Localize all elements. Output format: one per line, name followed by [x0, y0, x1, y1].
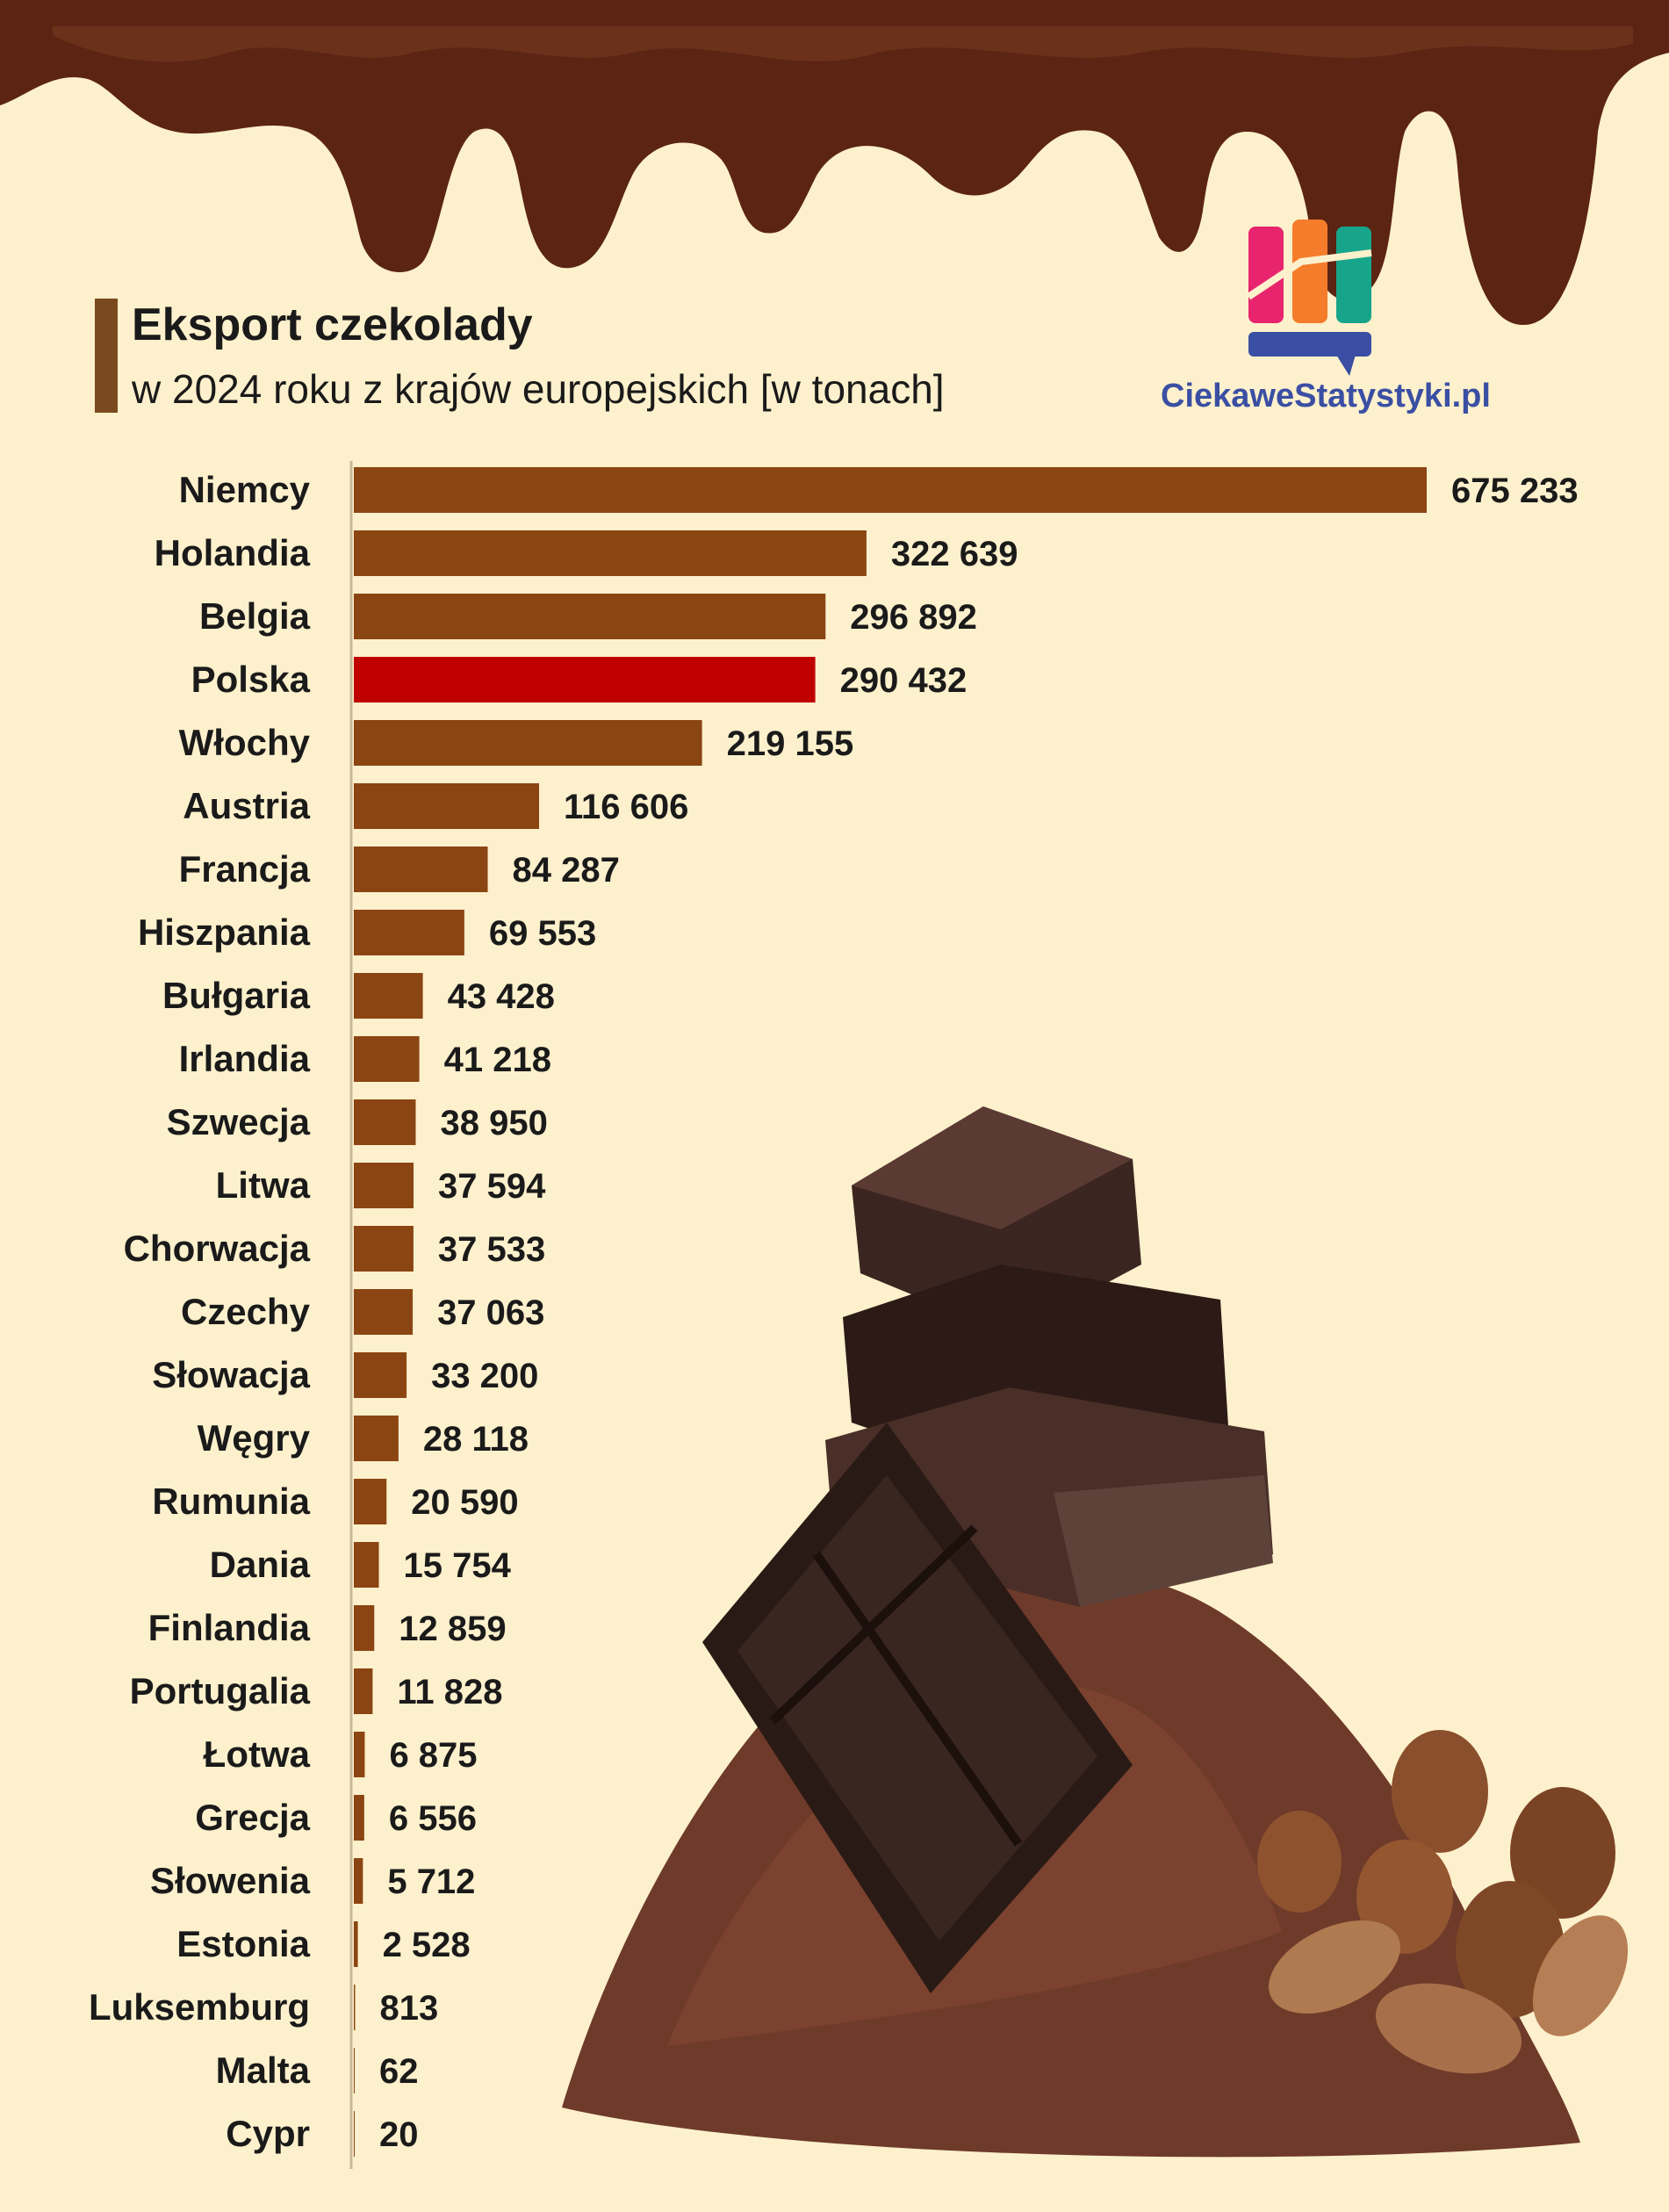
value-label: 37 533: [438, 1230, 545, 1269]
value-label: 813: [379, 1989, 438, 2028]
category-label: Słowenia: [150, 1860, 311, 1901]
category-label: Francja: [179, 848, 311, 890]
category-label: Rumunia: [152, 1481, 310, 1522]
bar: [354, 973, 423, 1019]
category-label: Malta: [216, 2050, 311, 2091]
bar: [354, 783, 540, 829]
bar: [354, 1036, 420, 1082]
category-label: Grecja: [195, 1797, 310, 1838]
category-label: Węgry: [198, 1417, 311, 1459]
chart-subtitle: w 2024 roku z krajów europejskich [w ton…: [132, 366, 945, 412]
category-label: Holandia: [155, 532, 311, 573]
category-label: Portugalia: [130, 1670, 311, 1711]
category-label: Polska: [191, 659, 311, 700]
category-label: Niemcy: [179, 469, 311, 510]
category-label: Estonia: [176, 1923, 310, 1964]
value-label: 219 155: [727, 724, 854, 763]
category-label: Finlandia: [148, 1607, 311, 1648]
chart-title: Eksport czekolady: [132, 299, 533, 350]
value-label: 37 594: [438, 1167, 546, 1206]
bar: [354, 2048, 355, 2093]
category-label: Szwecja: [167, 1101, 311, 1142]
value-label: 43 428: [448, 977, 555, 1016]
value-label: 20 590: [411, 1483, 518, 1522]
bar-chart-logo-icon: [1246, 220, 1372, 376]
bar: [354, 1795, 364, 1841]
bar: [354, 1226, 414, 1272]
value-label: 322 639: [891, 535, 1018, 573]
value-label: 675 233: [1451, 472, 1579, 510]
bar: [354, 1352, 407, 1398]
category-label: Bułgaria: [162, 975, 311, 1016]
bar: [354, 530, 867, 576]
value-label: 69 553: [489, 914, 596, 953]
category-label: Austria: [183, 785, 310, 826]
value-label: 15 754: [404, 1546, 512, 1585]
bar: [354, 1099, 416, 1145]
value-label: 6 556: [389, 1799, 477, 1838]
value-label: 33 200: [431, 1357, 538, 1395]
category-label: Belgia: [199, 595, 311, 637]
title-accent-bar: [95, 299, 118, 413]
value-label: 37 063: [437, 1293, 544, 1332]
category-label: Litwa: [216, 1164, 311, 1206]
category-label: Luksemburg: [89, 1986, 310, 2028]
value-label: 296 892: [850, 598, 977, 637]
value-label: 38 950: [440, 1104, 547, 1142]
bar: [354, 1732, 365, 1777]
bar: [354, 1605, 375, 1651]
category-label: Irlandia: [179, 1038, 311, 1079]
bar: [354, 1163, 414, 1208]
bar-highlight: [354, 657, 816, 703]
bar: [354, 1985, 356, 2030]
value-label: 41 218: [444, 1041, 551, 1079]
bar: [354, 1289, 414, 1335]
value-label: 62: [379, 2052, 419, 2091]
bar: [354, 594, 826, 639]
bar: [354, 720, 702, 766]
value-label: 5 712: [387, 1863, 475, 1901]
value-label: 6 875: [389, 1736, 477, 1775]
bar: [354, 1542, 379, 1588]
value-label: 12 859: [399, 1610, 506, 1648]
category-label: Włochy: [179, 722, 311, 763]
bar: [354, 847, 488, 892]
bar: [354, 1668, 373, 1714]
bar: [354, 2111, 355, 2157]
logo-text: CiekaweStatystyki.pl: [1161, 378, 1491, 414]
value-label: 290 432: [840, 661, 968, 700]
value-label: 28 118: [423, 1420, 529, 1459]
bar: [354, 1416, 399, 1461]
category-label: Cypr: [226, 2113, 310, 2154]
category-label: Słowacja: [152, 1354, 310, 1395]
value-label: 20: [379, 2115, 419, 2154]
bar: [354, 1921, 358, 1967]
site-logo: CiekaweStatystyki.pl: [1161, 220, 1491, 414]
chocolate-drip-decoration: [0, 0, 1669, 325]
bar: [354, 467, 1427, 513]
category-label: Łotwa: [204, 1733, 311, 1775]
category-label: Czechy: [181, 1291, 311, 1332]
bar: [354, 1479, 387, 1524]
value-label: 116 606: [564, 788, 688, 826]
category-label: Hiszpania: [138, 911, 311, 953]
category-label: Chorwacja: [124, 1228, 311, 1269]
value-label: 11 828: [397, 1673, 502, 1711]
category-label: Dania: [210, 1544, 311, 1585]
value-label: 2 528: [383, 1926, 471, 1964]
bar: [354, 1858, 363, 1904]
value-label: 84 287: [513, 851, 620, 890]
bar: [354, 910, 464, 955]
